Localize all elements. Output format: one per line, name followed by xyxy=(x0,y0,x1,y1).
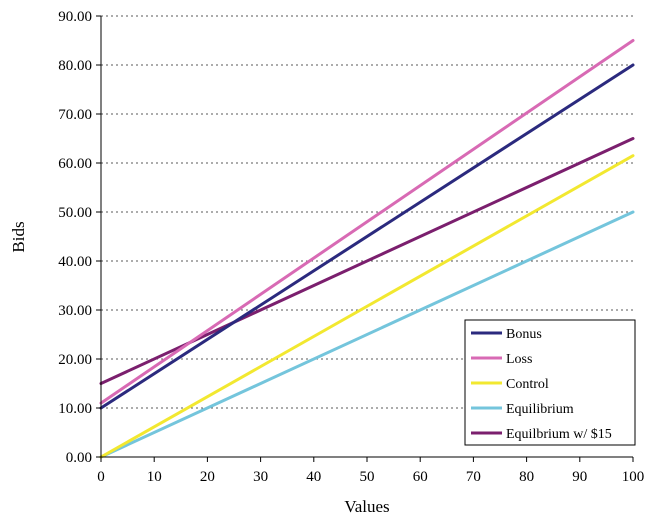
legend-label-loss: Loss xyxy=(506,352,532,367)
x-tick-label: 10 xyxy=(147,469,162,485)
x-axis-title: Values xyxy=(344,497,389,516)
x-tick-label: 70 xyxy=(466,469,481,485)
y-tick-label: 80.00 xyxy=(58,58,92,74)
legend: Bonus Loss Control Equilibrium Equilbrium w/… xyxy=(464,319,636,446)
x-tick-label: 20 xyxy=(200,469,215,485)
y-tick-label: 50.00 xyxy=(58,205,92,221)
series-line-control xyxy=(99,154,635,459)
x-tick-label: 60 xyxy=(413,469,428,485)
x-tick-label: 50 xyxy=(360,469,375,485)
x-tick-label: 90 xyxy=(572,469,587,485)
legend-label-control: Control xyxy=(506,377,549,392)
y-tick-label: 60.00 xyxy=(58,156,92,172)
y-tick-label: 70.00 xyxy=(58,107,92,123)
y-tick-labels: 0.00 10.00 20.00 30.00 40.00 50.00 60.00 70.00 8… xyxy=(58,9,101,466)
x-tick-label: 0 xyxy=(97,469,105,485)
x-tick-label: 30 xyxy=(253,469,268,485)
series-line-equilibrium xyxy=(99,210,635,459)
x-tick-label: 80 xyxy=(519,469,534,485)
series-line-bonus xyxy=(99,63,635,410)
y-tick-label: 20.00 xyxy=(58,352,92,368)
y-axis-title: Bids xyxy=(9,221,28,252)
series-lines xyxy=(99,39,635,459)
x-tick-label: 40 xyxy=(306,469,321,485)
y-tick-label: 40.00 xyxy=(58,254,92,270)
legend-label-equilibrium: Equilibrium xyxy=(506,402,574,417)
y-tick-label: 0.00 xyxy=(66,450,92,466)
y-tick-label: 90.00 xyxy=(58,9,92,25)
x-tick-labels: 0 10 20 30 40 50 60 70 80 90 100 xyxy=(97,457,644,485)
x-tick-label: 100 xyxy=(622,469,645,485)
legend-label-equilbrium-w-15: Equilbrium w/ $15 xyxy=(506,427,612,442)
legend-label-bonus: Bonus xyxy=(506,327,542,342)
series-line-loss xyxy=(99,39,635,405)
y-tick-label: 10.00 xyxy=(58,401,92,417)
y-tick-label: 30.00 xyxy=(58,303,92,319)
